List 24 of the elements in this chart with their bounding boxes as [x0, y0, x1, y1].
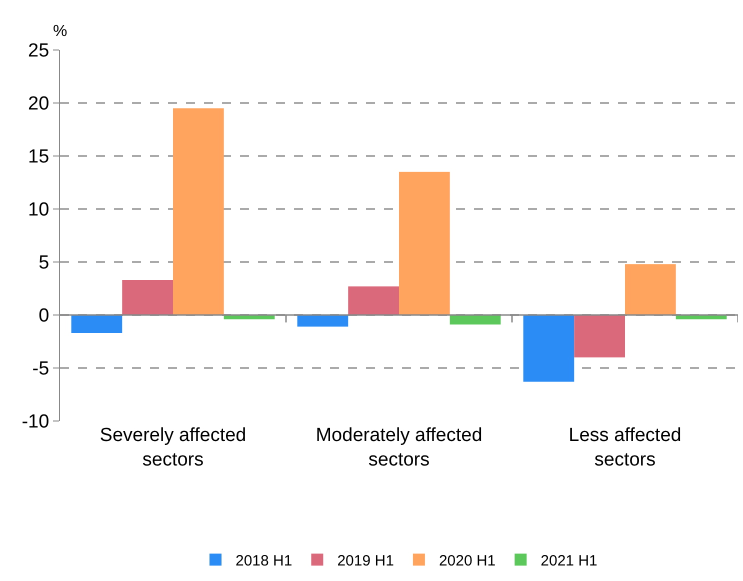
y-axis-title: % [53, 23, 68, 40]
y-tick-label: -10 [22, 412, 50, 433]
y-tick-label: 15 [28, 146, 50, 168]
legend-label: 2019 H1 [337, 552, 394, 570]
y-tick-label: -5 [32, 358, 50, 380]
x-tick-label: Severely affected sectors [100, 425, 246, 471]
x-tick-label: Less affected sectors [568, 425, 682, 471]
y-tick-label: 20 [28, 94, 50, 115]
bar [523, 315, 574, 382]
bar [625, 264, 676, 315]
y-tick-label: 25 [28, 40, 50, 62]
legend-label: 2021 H1 [540, 552, 598, 570]
bar [173, 108, 224, 315]
legend-label: 2020 H1 [438, 552, 496, 570]
bar [399, 172, 450, 315]
y-tick-label: 5 [38, 252, 50, 274]
bar [348, 286, 399, 315]
legend-label: 2018 H1 [236, 552, 292, 570]
bar [574, 315, 625, 358]
bar [71, 315, 122, 334]
y-tick-label: 10 [28, 200, 50, 221]
x-tick-label: Moderately affected sectors [316, 425, 482, 471]
bar [122, 280, 173, 315]
y-tick-label: 0 [38, 306, 50, 327]
